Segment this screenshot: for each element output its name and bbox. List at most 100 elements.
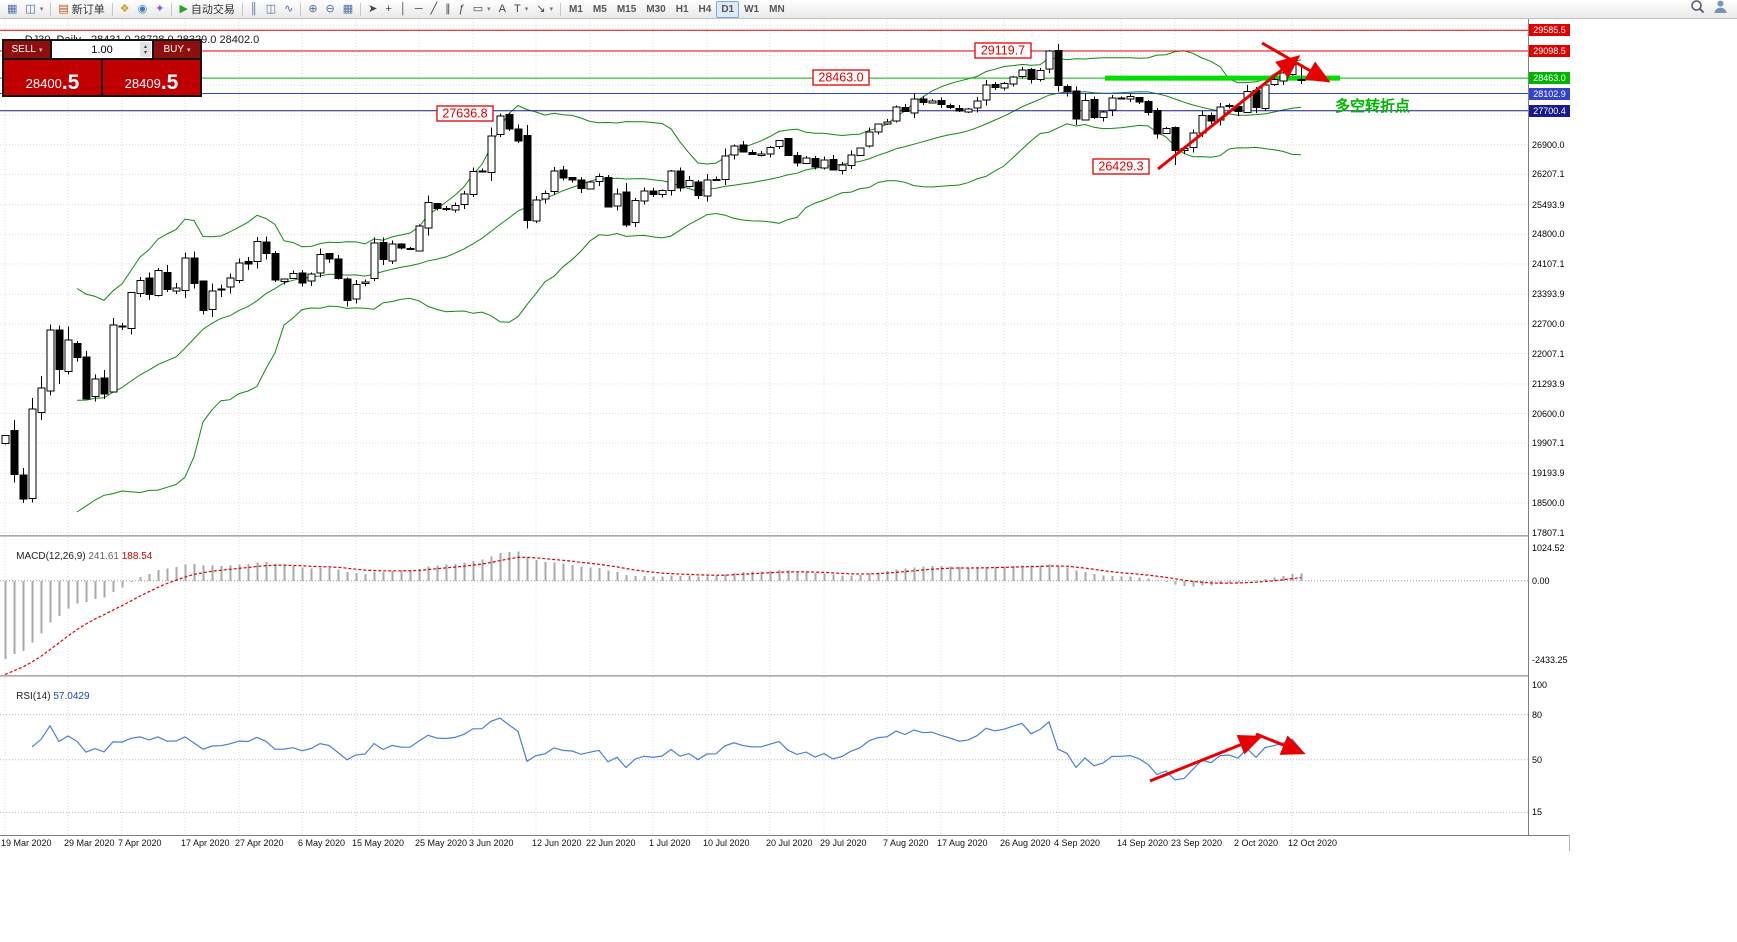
- price-callout[interactable]: 28463.0: [812, 69, 870, 86]
- chevron-down-icon: ▾: [39, 6, 44, 13]
- level-lines[interactable]: [0, 29, 1528, 112]
- search-icon[interactable]: [1690, 0, 1705, 19]
- buy-button[interactable]: 28409.5: [103, 60, 200, 95]
- chevron-down-icon: ▾: [38, 46, 43, 54]
- price-axis-label: 18500.0: [1532, 498, 1565, 508]
- crosshair-tool-button[interactable]: +: [381, 1, 395, 18]
- chevron-down-icon: ▾: [487, 6, 491, 13]
- text-tool-button[interactable]: A: [495, 1, 510, 18]
- rsi-trend-arrows[interactable]: [1149, 732, 1306, 783]
- text-label-tool-button[interactable]: T ▾: [510, 1, 532, 18]
- shapes-tool-icon: ▭: [472, 2, 484, 15]
- chart-profiles-icon: ◫: [25, 2, 36, 15]
- horizontal-line-tool-button[interactable]: ─: [411, 1, 427, 18]
- shapes-tool-button[interactable]: ▭ ▾: [469, 1, 495, 18]
- macd-name: MACD(12,26,9): [16, 551, 86, 562]
- tf-w1-button[interactable]: W1: [739, 1, 764, 18]
- new-order-button[interactable]: ▤ 新订单: [54, 1, 108, 18]
- svg-text:27636.8: 27636.8: [442, 107, 487, 121]
- cursor-tool-icon: ➤: [368, 2, 378, 15]
- bollinger-upper-line: [76, 50, 1302, 302]
- macd-panel-canvas[interactable]: [0, 537, 1528, 675]
- tf-m30-button[interactable]: M30: [641, 1, 670, 18]
- rsi-line: [31, 717, 1302, 781]
- market-watch-button[interactable]: ❖: [116, 1, 134, 18]
- zoom-out-button[interactable]: ⊖: [322, 1, 339, 18]
- date-axis-label: 6 May 2020: [298, 838, 346, 848]
- bollinger-middle-line: [76, 91, 1302, 401]
- navigator-button[interactable]: ✦: [151, 1, 168, 18]
- bar-chart-type-button[interactable]: ║: [246, 1, 262, 18]
- price-callout[interactable]: 26429.3: [1092, 158, 1150, 175]
- trend-arrow: [1157, 55, 1301, 171]
- rsi-axis-label: 50: [1532, 754, 1543, 765]
- macd-main-value: 241.61: [88, 551, 119, 562]
- trend-arrow: [1149, 735, 1263, 783]
- tf-h4-button[interactable]: H4: [694, 1, 717, 18]
- rsi-value: 57.0429: [53, 691, 90, 702]
- data-window-icon: ◉: [137, 2, 148, 15]
- profile-icon[interactable]: [1713, 0, 1728, 19]
- new-chart-button[interactable]: ▦: [3, 1, 21, 18]
- bull-bear-annotation[interactable]: 多空转折点: [1335, 97, 1410, 115]
- channel-tool-button[interactable]: ∥: [441, 1, 455, 18]
- data-window-button[interactable]: ◉: [134, 1, 152, 18]
- volume-value: 1.00: [91, 43, 113, 56]
- new-chart-icon: ▦: [7, 2, 18, 15]
- panel-separator[interactable]: [0, 535, 1569, 537]
- price-axis-label: 26207.1: [1532, 169, 1565, 180]
- zoom-in-button[interactable]: ⊕: [304, 1, 321, 18]
- spinner-up-icon[interactable]: ▴: [143, 43, 147, 50]
- chart-profiles-button[interactable]: ◫ ▾: [21, 1, 47, 18]
- chevron-down-icon: ▾: [549, 6, 553, 13]
- sell-button[interactable]: 28400.5: [4, 60, 101, 95]
- price-callout[interactable]: 27636.8: [436, 105, 494, 122]
- price-axis-label: 22007.1: [1532, 348, 1565, 359]
- macd-axis-label: 0.00: [1532, 575, 1550, 586]
- sell-price-pips: .5: [61, 71, 80, 94]
- fibonacci-tool-button[interactable]: ƒ: [455, 1, 469, 18]
- tf-m1-button[interactable]: M1: [564, 1, 588, 18]
- rsi-panel-canvas[interactable]: [0, 677, 1528, 835]
- rsi-name: RSI(14): [16, 691, 51, 702]
- cursor-tool-button[interactable]: ➤: [364, 1, 381, 18]
- price-callout[interactable]: 29119.7: [974, 42, 1032, 59]
- bollinger-bands: [76, 50, 1302, 513]
- price-level-tag: 28463.0: [1529, 72, 1570, 85]
- tf-h1-button[interactable]: H1: [671, 1, 694, 18]
- line-chart-type-button[interactable]: ∿: [280, 1, 297, 18]
- tf-mn-button[interactable]: MN: [764, 1, 790, 18]
- vertical-line-tool-button[interactable]: │: [396, 1, 411, 18]
- trend-arrows[interactable]: [1157, 41, 1331, 171]
- market-watch-icon: ❖: [119, 2, 130, 15]
- trendline-tool-button[interactable]: ╱: [427, 1, 442, 18]
- tf-m5-button[interactable]: M5: [588, 1, 612, 18]
- macd-axis-label: 1024.52: [1532, 542, 1565, 553]
- arrows-tool-button[interactable]: ↘ ▾: [532, 1, 557, 18]
- tf-d1-button[interactable]: D1: [716, 0, 740, 18]
- date-axis-label: 7 Aug 2020: [883, 838, 929, 848]
- rsi-indicator-label: RSI(14) 57.0429: [5, 680, 90, 713]
- tf-m15-button[interactable]: M15: [612, 1, 641, 18]
- tile-windows-button[interactable]: ▦: [339, 1, 357, 18]
- chevron-down-icon: ▾: [524, 6, 529, 13]
- price-axis[interactable]: 26900.0 26207.1 25493.9 24800.0 24107.1 23393…: [1528, 19, 1570, 835]
- date-axis-label: 29 Mar 2020: [64, 838, 115, 848]
- buy-mode-dropdown[interactable]: BUY ▾: [154, 41, 200, 58]
- main-price-chart-canvas[interactable]: 29119.7 28463.0 27636.8 26429.3 多空转折点: [0, 19, 1528, 535]
- one-click-trading-panel: SELL ▾ 1.00 ▴ ▾ BUY ▾ 28400.5 28409.5: [2, 39, 202, 97]
- volume-spinner[interactable]: ▴ ▾: [140, 42, 151, 57]
- buy-price-main: 28409: [124, 76, 161, 91]
- date-axis-label: 1 Jul 2020: [649, 838, 691, 848]
- volume-input[interactable]: 1.00 ▴ ▾: [52, 41, 152, 58]
- date-axis-label: 20 Jul 2020: [766, 838, 813, 848]
- sell-mode-dropdown[interactable]: SELL ▾: [4, 41, 50, 58]
- sell-label: SELL: [11, 44, 36, 55]
- autotrading-button[interactable]: ▶ 自动交易: [175, 1, 238, 18]
- svg-text:29119.7: 29119.7: [981, 44, 1025, 58]
- panel-separator[interactable]: [0, 675, 1569, 677]
- candlestick-type-button[interactable]: ◫: [262, 1, 280, 18]
- spinner-down-icon[interactable]: ▾: [143, 49, 147, 56]
- horizontal-line-tool-icon: ─: [414, 2, 423, 15]
- date-axis[interactable]: 19 Mar 2020 29 Mar 2020 7 Apr 2020 17 Apr 2…: [0, 835, 1569, 851]
